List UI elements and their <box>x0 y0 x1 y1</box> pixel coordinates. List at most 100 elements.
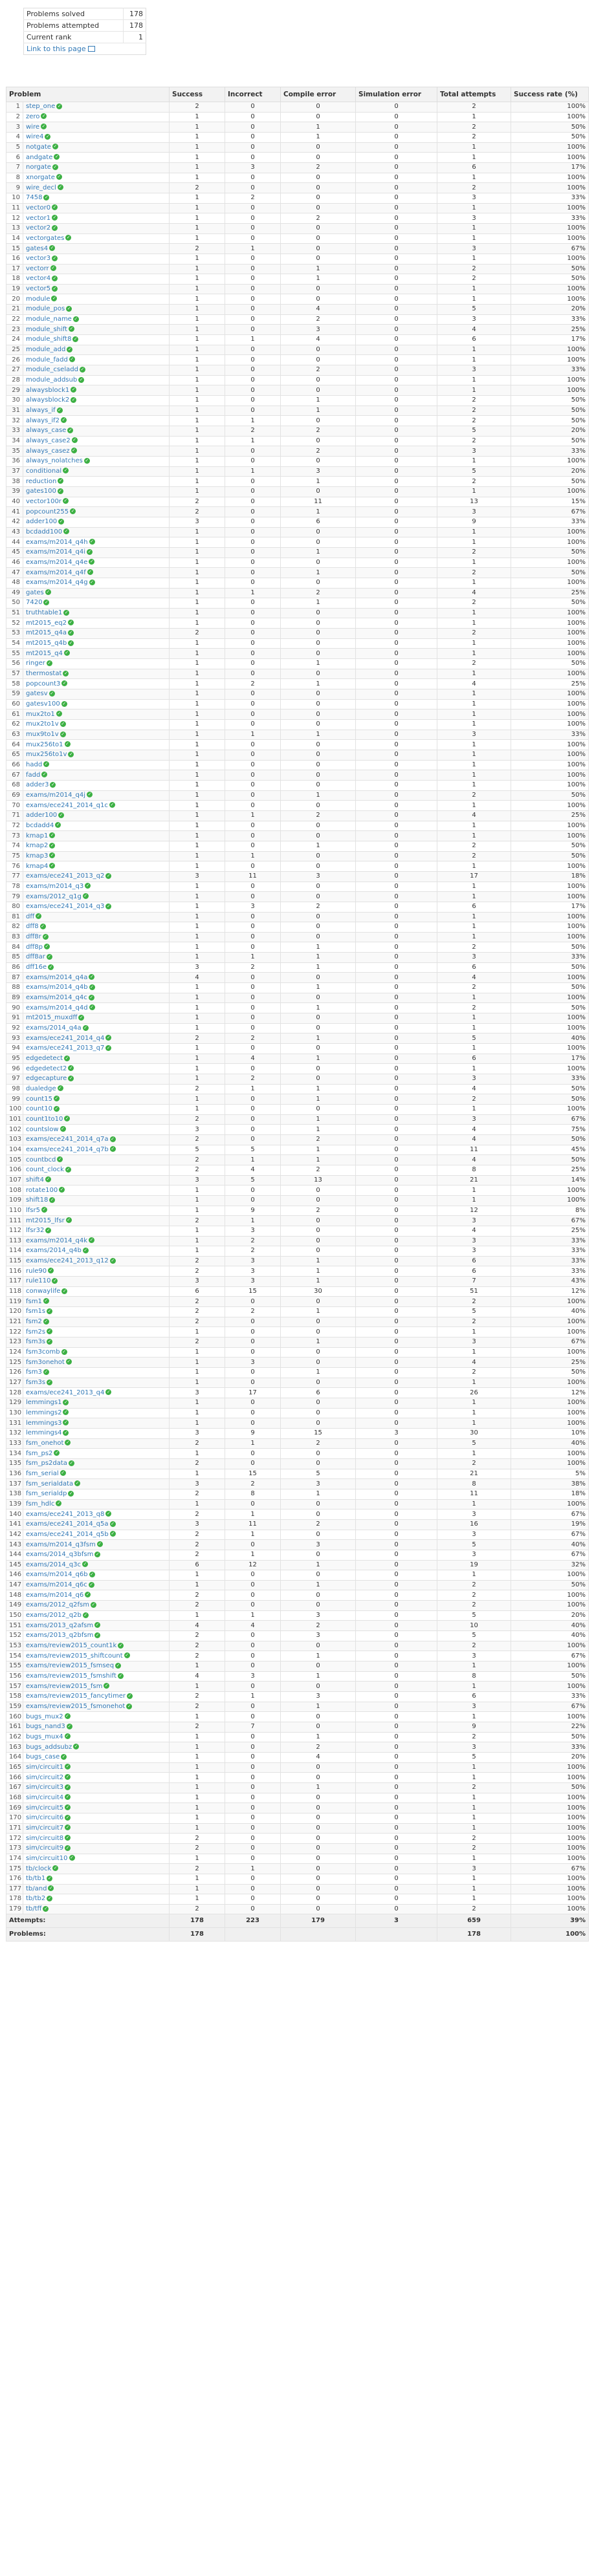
problem-link[interactable]: mux9to1v <box>26 731 59 739</box>
problem-link[interactable]: fsm3onehot <box>26 1358 65 1366</box>
problem-link[interactable]: edgedetect2 <box>26 1065 67 1072</box>
problem-link[interactable]: exams/m2014_q6 <box>26 1591 84 1599</box>
problem-link[interactable]: exams/ece241_2014_q7a <box>26 1136 109 1143</box>
problem-link[interactable]: exams/ece241_2014_q7b <box>26 1145 109 1153</box>
problem-link[interactable]: fsm2 <box>26 1318 42 1326</box>
problem-link[interactable]: vector0 <box>26 204 51 211</box>
problem-link[interactable]: dff <box>26 913 35 920</box>
problem-link[interactable]: exams/ece241_2014_q4 <box>26 1034 105 1042</box>
problem-link[interactable]: count_clock <box>26 1166 64 1174</box>
problem-link[interactable]: fsm3 <box>26 1369 42 1376</box>
problem-link[interactable]: tb/tb2 <box>26 1895 46 1903</box>
problem-link[interactable]: exams/2012_q2fsm <box>26 1601 89 1609</box>
col-header-compile-error[interactable]: Compile error <box>280 87 357 102</box>
problem-link[interactable]: fsm_ps2 <box>26 1449 53 1457</box>
problem-link[interactable]: fsm2s <box>26 1328 46 1336</box>
problem-link[interactable]: sim/circuit5 <box>26 1804 64 1812</box>
problem-link[interactable]: conditional <box>26 467 62 475</box>
problem-link[interactable]: exams/m2014_q3fsm <box>26 1541 96 1548</box>
problem-link[interactable]: lfsr32 <box>26 1227 45 1235</box>
problem-link[interactable]: exams/m2014_q4e <box>26 558 88 566</box>
problem-link[interactable]: countbcd <box>26 1156 56 1164</box>
problem-link[interactable]: vector4 <box>26 275 51 283</box>
problem-link[interactable]: vector5 <box>26 285 51 293</box>
problem-link[interactable]: wire <box>26 123 40 131</box>
problem-link[interactable]: sim/circuit4 <box>26 1793 64 1801</box>
problem-link[interactable]: kmap1 <box>26 832 49 839</box>
problem-link[interactable]: exams/ece241_2014_q3 <box>26 903 105 911</box>
problem-link[interactable]: 7420 <box>26 599 43 607</box>
problem-link[interactable]: module_cseladd <box>26 366 78 374</box>
problem-link[interactable]: exams/2014_q3c <box>26 1561 81 1568</box>
problem-link[interactable]: exams/2013_q2afsm <box>26 1621 94 1629</box>
problem-link[interactable]: mt2015_eq2 <box>26 619 67 627</box>
problem-link[interactable]: conwaylife <box>26 1288 61 1295</box>
col-header-success-rate[interactable]: Success rate (%) <box>511 87 589 102</box>
problem-link[interactable]: fsm_onehot <box>26 1439 64 1447</box>
problem-link[interactable]: adder100 <box>26 518 58 526</box>
col-header-total-attempts[interactable]: Total attempts <box>437 87 512 102</box>
problem-link[interactable]: exams/ece241_2014_q5b <box>26 1530 109 1538</box>
problem-link[interactable]: exams/2014_q4a <box>26 1024 82 1032</box>
problem-link[interactable]: fsm3s <box>26 1379 46 1387</box>
problem-link[interactable]: mux256to1 <box>26 741 63 748</box>
problem-link[interactable]: notgate <box>26 143 51 151</box>
problem-link[interactable]: mt2015_q4a <box>26 629 67 637</box>
problem-link[interactable]: fsm1 <box>26 1297 42 1305</box>
problem-link[interactable]: dff8r <box>26 933 41 941</box>
problem-link[interactable]: zero <box>26 113 40 120</box>
problem-link[interactable]: always_if <box>26 407 56 415</box>
problem-link[interactable]: module_shift <box>26 325 68 333</box>
problem-link[interactable]: always_case2 <box>26 437 71 444</box>
problem-link[interactable]: module_pos <box>26 305 65 313</box>
col-header-problem[interactable]: Problem <box>5 87 170 102</box>
problem-link[interactable]: exams/2013_q2bfsm <box>26 1632 94 1640</box>
problem-link[interactable]: mt2015_q4 <box>26 649 63 657</box>
problem-link[interactable]: vector2 <box>26 224 51 232</box>
problem-link[interactable]: shift4 <box>26 1176 44 1184</box>
problem-link[interactable]: module_fadd <box>26 356 68 363</box>
problem-link[interactable]: vector1 <box>26 214 51 222</box>
problem-link[interactable]: sim/circuit3 <box>26 1784 64 1791</box>
problem-link[interactable]: gates4 <box>26 244 49 252</box>
problem-link[interactable]: alwaysblock2 <box>26 396 70 404</box>
problem-link[interactable]: lemmings1 <box>26 1399 62 1407</box>
problem-link[interactable]: vector100r <box>26 497 61 505</box>
problem-link[interactable]: vectorr <box>26 265 49 272</box>
problem-link[interactable]: vector3 <box>26 255 51 263</box>
problem-link[interactable]: mt2015_q4b <box>26 640 67 647</box>
problem-link[interactable]: gatesv100 <box>26 700 60 708</box>
problem-link[interactable]: 7458 <box>26 194 43 202</box>
problem-link[interactable]: wire4 <box>26 133 44 141</box>
problem-link[interactable]: vectorgates <box>26 234 65 242</box>
problem-link[interactable]: exams/ece241_2013_q4 <box>26 1389 105 1396</box>
problem-link[interactable]: dff8ar <box>26 953 45 961</box>
problem-link[interactable]: module_add <box>26 346 66 354</box>
problem-link[interactable]: fsm3comb <box>26 1348 60 1356</box>
problem-link[interactable]: gates100 <box>26 488 56 495</box>
problem-link[interactable]: fsm_serial <box>26 1469 59 1477</box>
problem-link[interactable]: exams/m2014_q4f <box>26 568 86 576</box>
problem-link[interactable]: kmap2 <box>26 842 49 850</box>
problem-link[interactable]: count1to10 <box>26 1115 63 1123</box>
problem-link[interactable]: dff16e <box>26 964 47 971</box>
problem-link[interactable]: always_casez <box>26 447 70 455</box>
problem-link[interactable]: popcount3 <box>26 680 61 687</box>
problem-link[interactable]: mux2to1 <box>26 710 55 718</box>
problem-link[interactable]: popcount255 <box>26 508 69 515</box>
problem-link[interactable]: thermostat <box>26 670 62 678</box>
problem-link[interactable]: exams/m2014_q4g <box>26 579 88 587</box>
problem-link[interactable]: exams/ece241_2014_q1c <box>26 801 108 809</box>
problem-link[interactable]: kmap4 <box>26 862 49 870</box>
problem-link[interactable]: module_name <box>26 316 72 323</box>
problem-link[interactable]: exams/2012_q1g <box>26 893 82 900</box>
problem-link[interactable]: module <box>26 295 50 303</box>
problem-link[interactable]: step_one <box>26 103 56 111</box>
problem-link[interactable]: fsm_serialdp <box>26 1490 67 1498</box>
problem-link[interactable]: fsm1s <box>26 1308 46 1315</box>
problem-link[interactable]: bcdadd100 <box>26 528 63 536</box>
problem-link[interactable]: fsm_ps2data <box>26 1460 67 1467</box>
problem-link[interactable]: mux256to1v <box>26 751 67 759</box>
problem-link[interactable]: exams/m2014_q4i <box>26 548 86 556</box>
col-header-success[interactable]: Success <box>169 87 226 102</box>
